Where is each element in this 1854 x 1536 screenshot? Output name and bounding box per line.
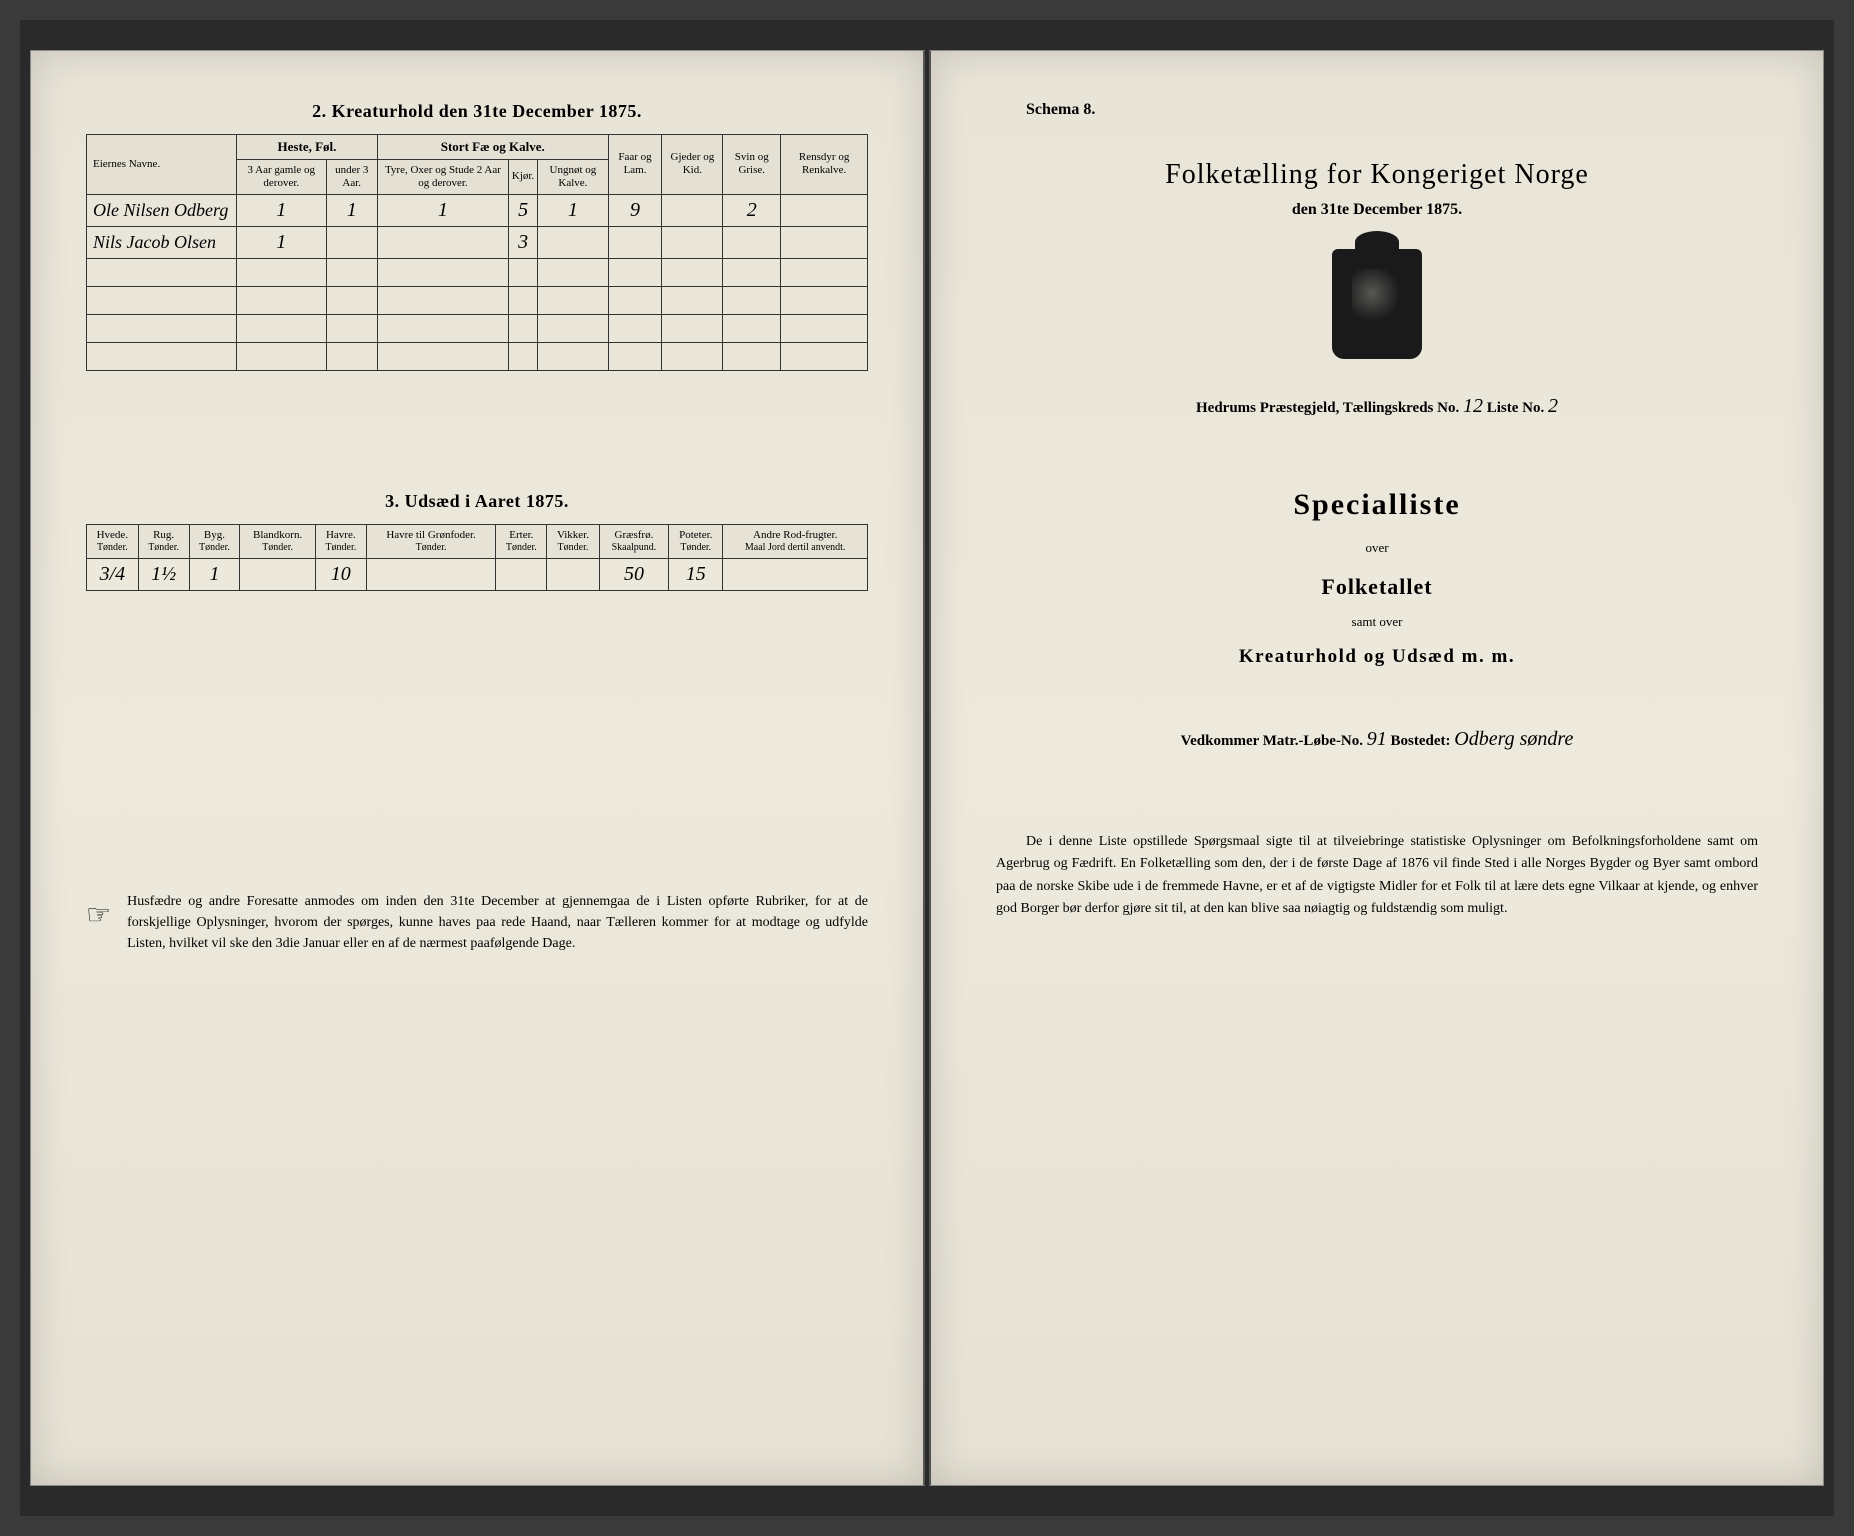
cell: 50: [599, 559, 669, 591]
cell: [547, 559, 599, 591]
kreaturhold-title: Kreaturhold og Udsæd m. m.: [986, 646, 1768, 668]
specialliste-title: Specialliste: [986, 488, 1768, 522]
col-other-roots: Andre Rod-frugter.Maal Jord dertil anven…: [723, 524, 868, 558]
cell: 10: [315, 559, 366, 591]
census-title: Folketælling for Kongeriget Norge: [986, 159, 1768, 191]
parish-line: Hedrums Præstegjeld, Tællingskreds No. 1…: [986, 395, 1768, 418]
cell: [781, 194, 868, 226]
livestock-table: Eiernes Navne. Heste, Føl. Stort Fæ og K…: [86, 134, 868, 371]
cell: 1: [237, 226, 327, 258]
cell: 3/4: [87, 559, 139, 591]
col-horses-3plus: 3 Aar gamle og derover.: [237, 159, 327, 194]
cell: [377, 226, 508, 258]
col-group-cattle: Stort Fæ og Kalve.: [377, 135, 608, 160]
right-footer-text: De i denne Liste opstillede Spørgsmaal s…: [986, 831, 1768, 921]
col-mixed: Blandkorn.Tønder.: [240, 524, 316, 558]
seed-header-row: Hvede.Tønder. Rug.Tønder. Byg.Tønder. Bl…: [87, 524, 868, 558]
table-row: [87, 286, 868, 314]
left-page: 2. Kreaturhold den 31te December 1875. E…: [30, 50, 925, 1486]
cell: 2: [723, 194, 781, 226]
col-horses-under3: under 3 Aar.: [326, 159, 377, 194]
cell: 5: [508, 194, 537, 226]
over-label: over: [986, 540, 1768, 556]
schema-label: Schema 8.: [1026, 101, 1768, 119]
cell: 3: [508, 226, 537, 258]
cell: [538, 226, 608, 258]
col-pigs: Svin og Grise.: [723, 135, 781, 195]
cell: 15: [669, 559, 723, 591]
footer-text: Husfædre og andre Foresatte anmodes om i…: [127, 891, 868, 954]
col-potatoes: Poteter.Tønder.: [669, 524, 723, 558]
seed-table: Hvede.Tønder. Rug.Tønder. Byg.Tønder. Bl…: [86, 524, 868, 591]
bosted-label: Bostedet:: [1387, 733, 1455, 749]
col-sheep: Faar og Lam.: [608, 135, 662, 195]
census-subtitle: den 31te December 1875.: [986, 201, 1768, 219]
table-row: Ole Nilsen Odberg 1 1 1 5 1 9 2: [87, 194, 868, 226]
col-oats-green: Havre til Grønfoder.Tønder.: [366, 524, 496, 558]
parish-name: Hedrums: [1196, 400, 1256, 416]
col-vetches: Vikker.Tønder.: [547, 524, 599, 558]
parish-label: Præstegjeld, Tællingskreds No.: [1256, 400, 1463, 416]
cell: [662, 226, 723, 258]
pointing-hand-icon: ☞: [86, 895, 111, 937]
cell: [496, 559, 547, 591]
col-cattle-young: Ungnøt og Kalve.: [538, 159, 608, 194]
col-reindeer: Rensdyr og Renkalve.: [781, 135, 868, 195]
cell: 1: [326, 194, 377, 226]
col-grass-seed: Græsfrø.Skaalpund.: [599, 524, 669, 558]
owner-name: Ole Nilsen Odberg: [87, 194, 237, 226]
cell: 1½: [138, 559, 189, 591]
cell: [723, 226, 781, 258]
cell: [723, 559, 868, 591]
left-footer-note: ☞ Husfædre og andre Foresatte anmodes om…: [86, 891, 868, 954]
matr-line: Vedkommer Matr.-Løbe-No. 91 Bostedet: Od…: [986, 728, 1768, 751]
table-row: [87, 314, 868, 342]
table-row: [87, 258, 868, 286]
col-peas: Erter.Tønder.: [496, 524, 547, 558]
cell: [662, 194, 723, 226]
cell: 1: [189, 559, 240, 591]
section3-title: 3. Udsæd i Aaret 1875.: [86, 491, 868, 512]
cell: [781, 226, 868, 258]
col-cattle-cows: Kjør.: [508, 159, 537, 194]
folketallet-title: Folketallet: [986, 574, 1768, 600]
document-spread: 2. Kreaturhold den 31te December 1875. E…: [20, 20, 1834, 1516]
table-row: 3/4 1½ 1 10 50 15: [87, 559, 868, 591]
cell: [366, 559, 496, 591]
cell: 1: [377, 194, 508, 226]
kreds-no: 12: [1463, 395, 1483, 417]
right-page: Schema 8. Folketælling for Kongeriget No…: [929, 50, 1824, 1486]
liste-label: Liste No.: [1483, 400, 1548, 416]
col-oats: Havre.Tønder.: [315, 524, 366, 558]
col-cattle-bulls: Tyre, Oxer og Stude 2 Aar og derover.: [377, 159, 508, 194]
liste-no: 2: [1548, 395, 1558, 417]
table-row: Nils Jacob Olsen 1 3: [87, 226, 868, 258]
col-owner-name: Eiernes Navne.: [87, 135, 237, 195]
col-rye: Rug.Tønder.: [138, 524, 189, 558]
samt-label: samt over: [986, 614, 1768, 630]
col-wheat: Hvede.Tønder.: [87, 524, 139, 558]
cell: 1: [237, 194, 327, 226]
cell: [608, 226, 662, 258]
section2-title: 2. Kreaturhold den 31te December 1875.: [86, 101, 868, 122]
bosted-value: Odberg søndre: [1454, 728, 1573, 750]
cell: [240, 559, 316, 591]
table-row: [87, 342, 868, 370]
matr-label: Vedkommer Matr.-Løbe-No.: [1181, 733, 1367, 749]
col-barley: Byg.Tønder.: [189, 524, 240, 558]
cell: [326, 226, 377, 258]
cell: 9: [608, 194, 662, 226]
cell: 1: [538, 194, 608, 226]
col-goats: Gjeder og Kid.: [662, 135, 723, 195]
matr-no: 91: [1367, 728, 1387, 750]
coat-of-arms-icon: [1332, 249, 1422, 359]
livestock-rows: Ole Nilsen Odberg 1 1 1 5 1 9 2 Nils Jac…: [87, 194, 868, 370]
owner-name: Nils Jacob Olsen: [87, 226, 237, 258]
col-group-horses: Heste, Føl.: [237, 135, 378, 160]
